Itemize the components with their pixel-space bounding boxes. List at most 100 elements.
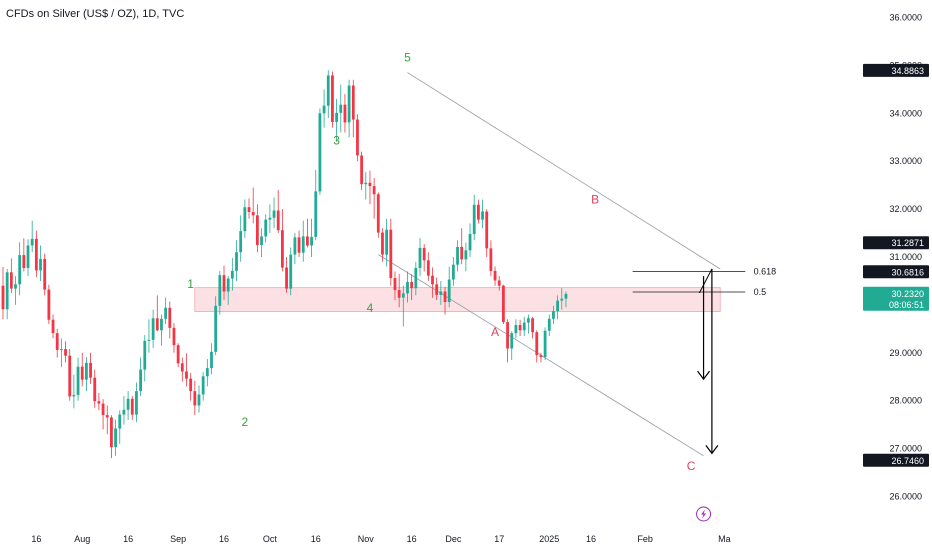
- candle-body: [14, 284, 17, 289]
- candle-body: [147, 339, 151, 341]
- price-badge-text: 34.8863: [891, 66, 924, 76]
- candle-body: [464, 250, 468, 260]
- candle-body: [306, 236, 309, 246]
- price-badge-text: 31.2871: [891, 238, 924, 248]
- candle-body: [360, 155, 364, 185]
- candle-body: [401, 293, 405, 298]
- candle-body: [456, 246, 459, 265]
- candle-body: [389, 229, 393, 279]
- candle-body: [431, 275, 434, 285]
- candle-body: [118, 414, 122, 429]
- price-badge-text: 26.7460: [891, 456, 924, 466]
- candle-body: [322, 105, 326, 114]
- x-tick-label: 16: [407, 534, 417, 544]
- candle-body: [497, 280, 501, 286]
- candle-body: [364, 182, 368, 185]
- candle-body: [451, 264, 455, 280]
- candle-body: [372, 186, 376, 195]
- candle-body: [93, 377, 97, 402]
- candle-body: [247, 207, 251, 212]
- candle-body: [518, 325, 522, 331]
- x-tick-label: 16: [311, 534, 321, 544]
- candle-body: [180, 363, 184, 372]
- candle-body: [43, 258, 47, 290]
- candle-body: [176, 345, 180, 364]
- fib-level-label: 0.5: [754, 287, 767, 297]
- x-tick-label: 17: [494, 534, 504, 544]
- y-tick-label: 27.0000: [889, 444, 922, 454]
- x-tick-label: Aug: [74, 534, 90, 544]
- candle-body: [222, 275, 226, 292]
- candle-body: [189, 378, 193, 392]
- y-tick-label: 32.0000: [889, 204, 922, 214]
- candle-body: [481, 211, 484, 220]
- candle-body: [160, 318, 163, 331]
- candle-body: [318, 113, 322, 192]
- candle-body: [502, 285, 505, 323]
- candle-body: [343, 104, 347, 123]
- y-tick-label: 28.0000: [889, 396, 922, 406]
- candle-body: [110, 417, 113, 448]
- y-tick-label: 36.0000: [889, 13, 922, 23]
- x-tick-label: Feb: [637, 534, 653, 544]
- candle-body: [335, 112, 338, 122]
- candle-body: [85, 362, 88, 380]
- candle-body: [168, 307, 172, 328]
- candle-body: [435, 284, 439, 295]
- candle-body: [564, 293, 568, 299]
- candle-body: [347, 85, 351, 123]
- candle-body: [34, 238, 38, 271]
- candle-body: [30, 238, 34, 246]
- price-badge-text: 30.6816: [891, 267, 924, 277]
- candle-body: [130, 398, 134, 415]
- candle-body: [414, 268, 418, 289]
- candle-body: [230, 270, 234, 279]
- x-tick-label: 16: [31, 534, 41, 544]
- candle-body: [264, 219, 268, 237]
- candle-body: [226, 278, 230, 292]
- candle-body: [22, 255, 26, 269]
- candle-body: [326, 75, 330, 106]
- price-badge: [863, 63, 929, 77]
- candle-body: [72, 394, 76, 397]
- candle-body: [297, 237, 301, 253]
- y-tick-label: 29.0000: [889, 348, 922, 358]
- candle-body: [268, 217, 272, 220]
- candle-body: [339, 104, 343, 113]
- candle-body: [280, 230, 284, 268]
- candle-body: [26, 245, 30, 269]
- y-tick-label: 31.0000: [889, 252, 922, 262]
- wave-label-5: 5: [404, 51, 411, 65]
- wave-label-3: 3: [333, 133, 340, 147]
- candle-body: [55, 333, 59, 350]
- candle-body: [243, 207, 247, 232]
- price-badge-countdown: 08:06:51: [889, 300, 924, 310]
- candle-body: [122, 409, 126, 415]
- price-badge: [863, 236, 929, 250]
- candle-body: [331, 75, 334, 122]
- candle-body: [381, 232, 384, 255]
- candle-body: [397, 290, 401, 298]
- candle-body: [39, 258, 42, 271]
- candle-body: [560, 298, 564, 301]
- candle-body: [543, 330, 547, 358]
- candle-body: [293, 237, 297, 255]
- candle-body: [489, 248, 493, 271]
- candle-body: [510, 333, 514, 349]
- candle-body: [472, 204, 476, 235]
- candle-body: [356, 119, 359, 156]
- candle-body: [443, 291, 447, 303]
- candle-body: [460, 246, 464, 260]
- x-tick-label: Dec: [445, 534, 462, 544]
- candle-body: [426, 260, 430, 276]
- candle-body: [59, 348, 63, 350]
- candle-body: [539, 355, 543, 358]
- candle-body: [5, 272, 9, 310]
- x-tick-label: 2025: [539, 534, 559, 544]
- candle-body: [272, 210, 276, 218]
- candle-body: [135, 391, 138, 415]
- candle-body: [547, 318, 551, 331]
- candle-body: [422, 247, 426, 261]
- candle-body: [314, 191, 318, 237]
